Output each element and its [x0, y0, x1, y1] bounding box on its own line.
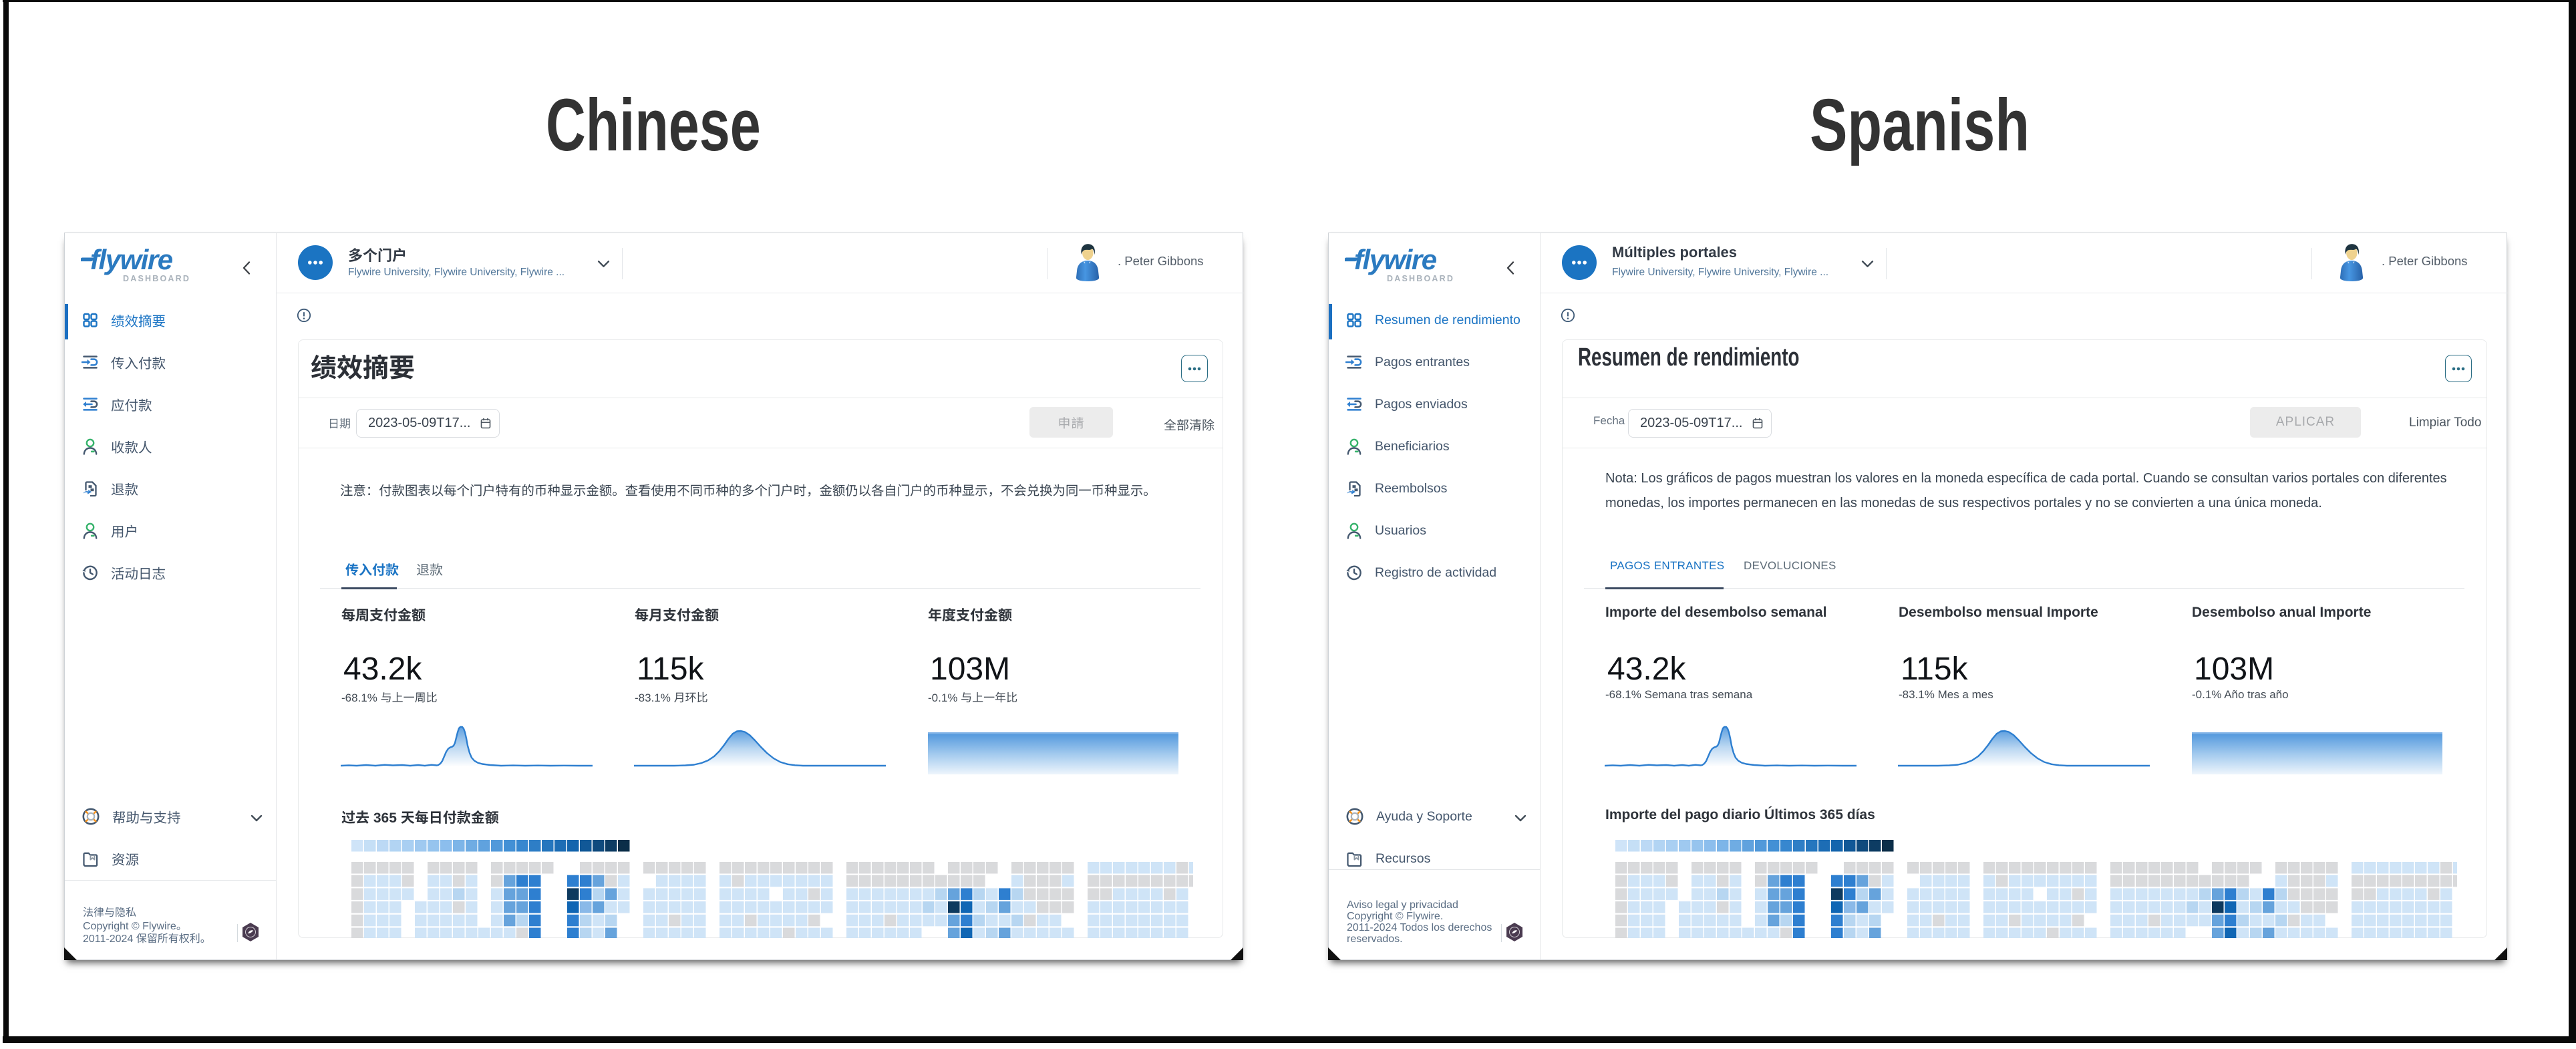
- svg-text:flywire: flywire: [90, 244, 173, 275]
- svg-text:flywire: flywire: [1354, 244, 1437, 275]
